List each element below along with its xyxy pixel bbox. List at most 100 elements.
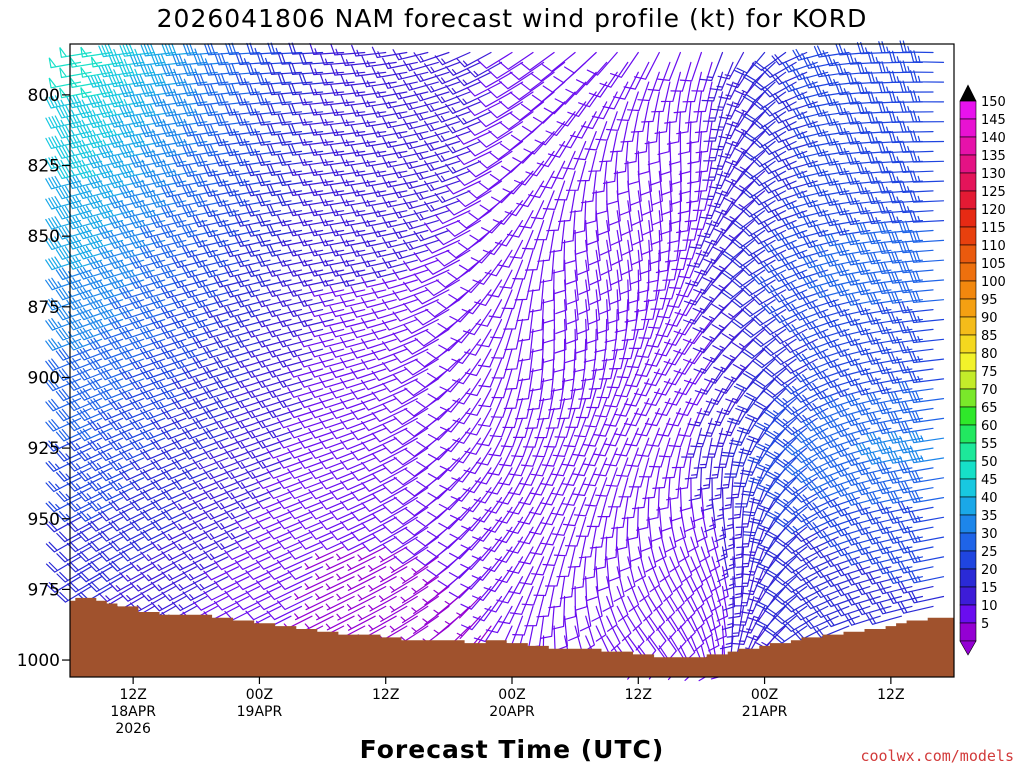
- colorbar-label: 60: [981, 419, 998, 434]
- wind-barb: [782, 318, 818, 333]
- wind-barb: [898, 280, 934, 294]
- wind-barb: [771, 170, 808, 182]
- wind-barb: [728, 487, 745, 520]
- wind-barb: [726, 467, 745, 499]
- wind-barb: [129, 536, 166, 552]
- wind-barb: [150, 114, 187, 127]
- wind-barb: [129, 516, 166, 532]
- wind-barb: [464, 328, 492, 356]
- wind-barb: [108, 154, 145, 169]
- wind-barb: [845, 172, 881, 185]
- colorbar-swatch: [959, 532, 977, 552]
- wind-barb: [171, 457, 208, 470]
- wind-barb: [357, 605, 387, 622]
- wind-barb: [150, 195, 187, 208]
- wind-barb: [426, 338, 460, 360]
- colorbar-label: 70: [981, 383, 998, 398]
- wind-barb: [813, 427, 850, 440]
- wind-barb: [707, 516, 719, 553]
- wind-barb: [361, 55, 397, 68]
- wind-barb: [161, 487, 197, 501]
- wind-barb: [898, 180, 934, 193]
- wind-barb: [575, 220, 588, 255]
- wind-barb: [340, 275, 376, 287]
- wind-barb: [255, 356, 292, 368]
- wind-barb: [67, 576, 103, 593]
- wind-barb: [485, 605, 513, 634]
- wind-barb: [550, 358, 566, 392]
- wind-barb: [150, 275, 187, 289]
- wind-barb: [783, 457, 818, 476]
- wind-barb: [449, 516, 481, 541]
- wind-barb: [677, 249, 702, 279]
- wind-barb: [318, 356, 355, 368]
- wind-barb: [45, 216, 82, 230]
- wind-barb: [627, 81, 650, 112]
- wind-barb: [403, 259, 439, 272]
- wind-barb: [245, 346, 282, 358]
- wind-barb: [77, 467, 113, 482]
- wind-barb: [171, 516, 208, 531]
- wind-barb: [319, 255, 355, 267]
- wind-barb: [662, 249, 681, 281]
- wind-barb: [129, 296, 166, 310]
- wind-barb: [182, 347, 218, 359]
- wind-barb: [340, 194, 376, 207]
- wind-barb: [426, 516, 460, 538]
- wind-barb: [56, 526, 92, 543]
- wind-barb: [648, 615, 667, 651]
- wind-barb: [150, 296, 187, 309]
- wind-barb: [76, 427, 113, 442]
- colorbar-label: 55: [981, 437, 998, 452]
- wind-barb: [192, 595, 229, 611]
- wind-barb: [909, 150, 945, 163]
- wind-barb: [213, 556, 250, 571]
- wind-barb: [670, 61, 692, 92]
- wind-barb: [877, 161, 913, 174]
- wind-barb: [756, 506, 787, 533]
- wind-barb: [703, 239, 734, 265]
- wind-barb: [824, 133, 860, 146]
- wind-barb: [350, 327, 387, 339]
- wind-barb: [531, 61, 566, 82]
- wind-barb: [403, 218, 439, 230]
- wind-barb: [161, 84, 197, 97]
- wind-barb: [119, 586, 155, 602]
- wind-barb: [55, 145, 92, 159]
- wind-barb: [304, 595, 334, 611]
- wind-barb: [516, 180, 545, 208]
- wind-barb: [139, 326, 176, 340]
- wind-barb: [266, 184, 303, 197]
- wind-barb: [182, 467, 218, 480]
- wind-barb: [624, 556, 636, 593]
- wind-barb: [182, 506, 218, 521]
- wind-barb: [781, 299, 818, 312]
- wind-barb: [45, 457, 82, 472]
- wind-barb: [319, 93, 355, 106]
- wind-barb: [87, 357, 124, 371]
- wind-barb: [66, 516, 103, 533]
- wind-barb: [834, 304, 871, 317]
- wind-barb: [87, 155, 124, 169]
- wind-barb: [213, 457, 250, 470]
- wind-barb: [803, 215, 839, 228]
- wind-barb: [329, 184, 366, 197]
- wind-barb: [866, 613, 902, 625]
- wind-barb: [445, 121, 481, 134]
- wind-barb: [308, 506, 345, 520]
- wind-barb: [403, 178, 439, 190]
- wind-barb: [171, 437, 208, 450]
- wind-barb: [792, 226, 829, 239]
- wind-barb: [539, 160, 566, 189]
- wind-barb: [563, 417, 587, 448]
- wind-barb: [499, 131, 534, 152]
- wind-barb: [668, 417, 692, 448]
- wind-barb: [87, 276, 124, 290]
- wind-barb: [182, 586, 218, 601]
- wind-barb: [55, 307, 92, 321]
- wind-barb: [754, 407, 787, 432]
- wind-barb: [382, 398, 418, 414]
- wind-barb: [298, 255, 334, 267]
- wind-barb: [792, 447, 829, 464]
- wind-barb: [509, 447, 534, 477]
